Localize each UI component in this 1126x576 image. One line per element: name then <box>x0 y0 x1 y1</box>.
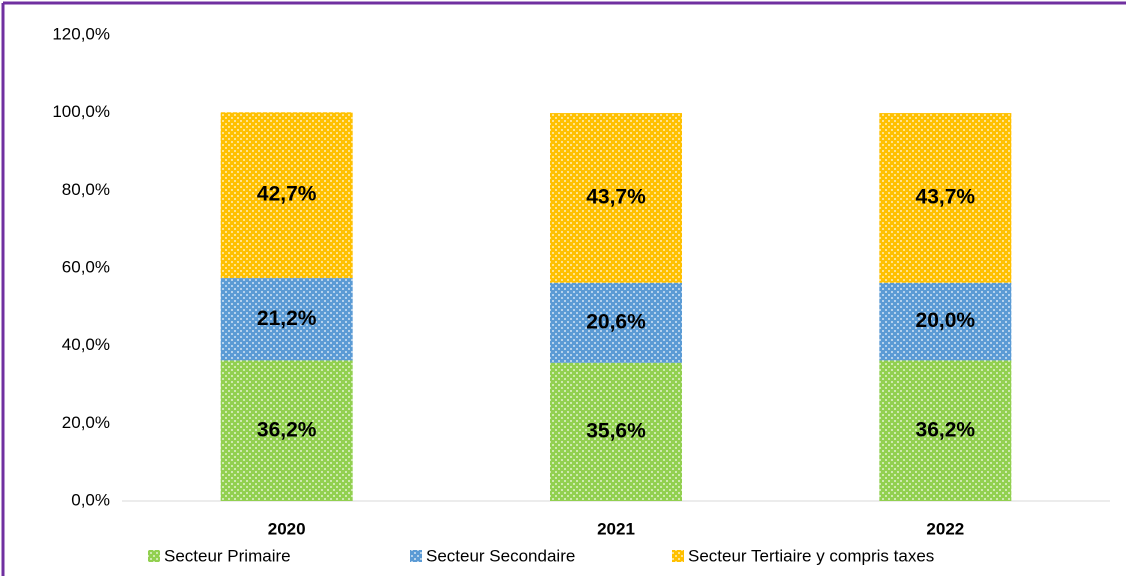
bar-segment <box>550 282 682 363</box>
y-tick-label: 0,0% <box>71 490 110 509</box>
legend-swatch <box>672 550 684 562</box>
x-tick-label: 2020 <box>268 519 306 538</box>
value-label: 20,0% <box>916 309 976 332</box>
legend-swatch <box>148 550 160 562</box>
bar-segment <box>879 360 1012 501</box>
value-label: 35,6% <box>586 419 646 442</box>
y-tick-label: 80,0% <box>62 180 110 199</box>
value-label: 36,2% <box>916 418 976 441</box>
legend-swatch <box>410 550 422 562</box>
legend-label: Secteur Secondaire <box>426 546 575 565</box>
bar-segment <box>550 113 682 283</box>
y-tick-label: 60,0% <box>62 257 110 276</box>
bar-segment <box>220 112 353 279</box>
x-tick-label: 2022 <box>926 519 964 538</box>
bar-segment <box>879 282 1012 361</box>
legend-label: Secteur Primaire <box>164 546 291 565</box>
value-label: 21,2% <box>257 307 317 330</box>
y-tick-label: 40,0% <box>62 335 110 354</box>
value-label: 43,7% <box>586 185 646 208</box>
bar-segment <box>879 113 1012 283</box>
x-tick-label: 2021 <box>597 519 635 538</box>
value-label: 43,7% <box>916 185 976 208</box>
bar-segment <box>550 362 682 501</box>
bar-segment <box>220 278 353 361</box>
value-label: 20,6% <box>586 310 646 333</box>
bar-segment <box>220 360 353 501</box>
y-tick-label: 120,0% <box>52 24 110 43</box>
legend-label: Secteur Tertiaire y compris taxes <box>688 546 934 565</box>
value-label: 36,2% <box>257 418 317 441</box>
y-tick-label: 20,0% <box>62 413 110 432</box>
y-tick-label: 100,0% <box>52 102 110 121</box>
value-label: 42,7% <box>257 183 317 206</box>
